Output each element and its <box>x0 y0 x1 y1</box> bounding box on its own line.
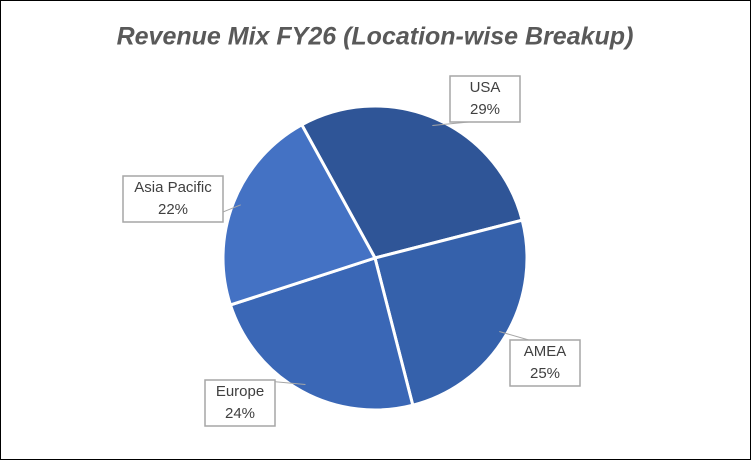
value-label: 24% <box>225 405 255 422</box>
value-label: 25% <box>530 365 560 382</box>
category-label: AMEA <box>524 343 567 360</box>
category-label: Europe <box>216 383 264 400</box>
value-label: 29% <box>470 101 500 118</box>
callout-box <box>122 175 224 223</box>
callout-box <box>449 75 521 123</box>
callout-pointer <box>499 331 529 341</box>
pie-slice <box>221 122 378 307</box>
pie-slice <box>373 218 529 408</box>
pie-slice <box>228 256 415 412</box>
callout-box <box>204 379 276 427</box>
callout-box <box>509 339 581 387</box>
category-label: USA <box>470 79 501 96</box>
chart-title: Revenue Mix FY26 (Location-wise Breakup) <box>117 23 634 51</box>
category-label: Asia Pacific <box>134 179 212 196</box>
pie-slice <box>299 104 525 260</box>
value-label: 22% <box>158 201 188 218</box>
